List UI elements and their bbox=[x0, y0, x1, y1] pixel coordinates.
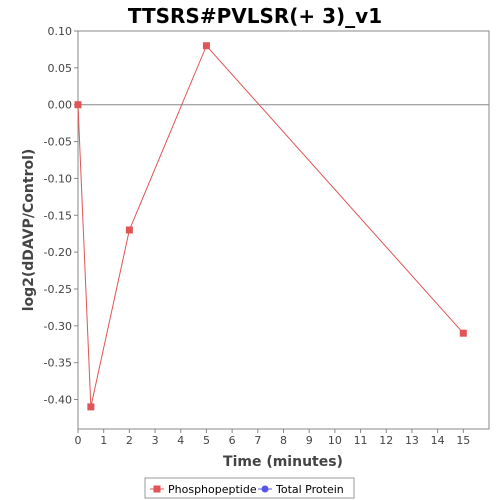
y-tick-label: -0.25 bbox=[44, 283, 72, 296]
y-tick-label: -0.35 bbox=[44, 357, 72, 370]
chart-title: TTSRS#PVLSR(+ 3)_v1 bbox=[128, 4, 382, 28]
data-point bbox=[87, 403, 95, 411]
legend-item: Total Protein bbox=[258, 483, 344, 496]
data-point bbox=[202, 42, 210, 50]
x-tick-label: 10 bbox=[328, 434, 342, 447]
y-tick-label: 0.00 bbox=[48, 99, 73, 112]
x-axis: 0 1 2 3 4 5 6 7 8 9 10 11 12 13 14 15 bbox=[75, 429, 470, 447]
legend-box bbox=[144, 477, 355, 499]
y-axis-label: log2(dDAVP/Control) bbox=[21, 149, 37, 312]
x-axis-label: Time (minutes) bbox=[223, 454, 343, 470]
legend-label: Total Protein bbox=[275, 483, 344, 496]
legend-item: Phosphopeptide bbox=[150, 483, 257, 496]
x-tick-label: 1 bbox=[100, 434, 107, 447]
x-tick-label: 14 bbox=[431, 434, 445, 447]
y-axis: 0.10 0.05 0.00 -0.05 -0.10 -0.15 -0.20 -0.25 -0.… bbox=[44, 25, 78, 407]
legend-items: Phosphopeptide Total Protein bbox=[150, 483, 344, 496]
y-tick-label: -0.15 bbox=[44, 209, 72, 222]
legend-marker bbox=[153, 485, 161, 493]
plot-area bbox=[77, 30, 490, 430]
x-tick-label: 8 bbox=[280, 434, 287, 447]
x-tick-label: 9 bbox=[306, 434, 313, 447]
y-tick-label: -0.10 bbox=[44, 172, 72, 185]
x-tick-label: 12 bbox=[379, 434, 393, 447]
legend: Phosphopeptide Total Protein bbox=[144, 477, 355, 499]
y-tick-label: -0.05 bbox=[44, 136, 72, 149]
y-tick-label: -0.30 bbox=[44, 320, 72, 333]
data-point bbox=[74, 101, 82, 109]
x-tick-label: 4 bbox=[177, 434, 184, 447]
series-layer bbox=[74, 42, 467, 411]
legend-marker bbox=[261, 485, 269, 493]
x-tick-label: 2 bbox=[126, 434, 133, 447]
x-tick-label: 11 bbox=[354, 434, 368, 447]
x-tick-label: 15 bbox=[456, 434, 470, 447]
x-tick-label: 3 bbox=[152, 434, 159, 447]
data-point bbox=[125, 226, 133, 234]
x-tick-label: 0 bbox=[75, 434, 82, 447]
x-tick-label: 7 bbox=[254, 434, 261, 447]
legend-label: Phosphopeptide bbox=[168, 483, 257, 496]
data-point bbox=[459, 329, 467, 337]
y-tick-label: -0.40 bbox=[44, 394, 72, 407]
x-tick-label: 5 bbox=[203, 434, 210, 447]
x-tick-label: 13 bbox=[405, 434, 419, 447]
y-tick-label: 0.10 bbox=[48, 25, 73, 38]
x-tick-label: 6 bbox=[229, 434, 236, 447]
y-tick-label: -0.20 bbox=[44, 246, 72, 259]
y-tick-label: 0.05 bbox=[48, 62, 73, 75]
